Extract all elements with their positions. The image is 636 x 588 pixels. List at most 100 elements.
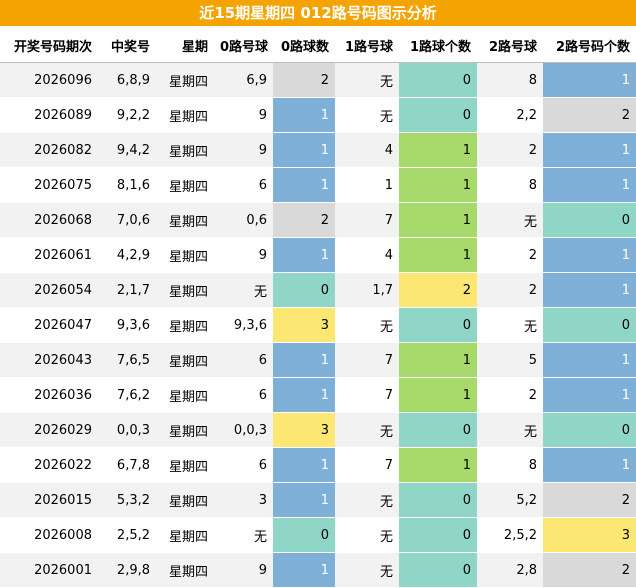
cell-numbers: 4,2,9 — [98, 237, 156, 273]
cell-road1: 无 — [335, 517, 399, 553]
cell-road0-count: 2 — [273, 202, 335, 238]
cell-road0: 6 — [214, 447, 273, 483]
cell-road0: 0,6 — [214, 202, 273, 238]
cell-road1: 无 — [335, 62, 399, 98]
cell-road1: 4 — [335, 237, 399, 273]
cell-road2-count: 1 — [543, 377, 636, 413]
cell-numbers: 6,8,9 — [98, 62, 156, 98]
cell-road0: 6 — [214, 342, 273, 378]
header-road0: 0路号球 — [214, 28, 273, 63]
cell-period: 2026029 — [0, 412, 98, 448]
header-period: 开奖号码期次 — [0, 28, 98, 63]
cell-road1-count: 1 — [399, 202, 477, 238]
cell-weekday: 星期四 — [156, 342, 214, 378]
cell-road0-count: 2 — [273, 62, 335, 98]
cell-road2: 无 — [477, 202, 543, 238]
cell-numbers: 7,6,2 — [98, 377, 156, 413]
cell-road2-count: 1 — [543, 132, 636, 168]
header-road2: 2路号球 — [477, 28, 543, 63]
cell-road2-count: 1 — [543, 342, 636, 378]
cell-road1-count: 1 — [399, 377, 477, 413]
cell-period: 2026015 — [0, 482, 98, 518]
cell-road2: 8 — [477, 447, 543, 483]
cell-road0: 9 — [214, 237, 273, 273]
cell-road1-count: 1 — [399, 237, 477, 273]
table-row: 2026068 7,0,6 星期四 0,6 2 7 1 无 0 — [0, 202, 636, 238]
cell-road1-count: 0 — [399, 482, 477, 518]
cell-road2-count: 0 — [543, 202, 636, 238]
header-row: 开奖号码期次 中奖号 星期 0路号球 0路球数 1路号球 1路球个数 2路号球 … — [0, 28, 636, 63]
table-row: 2026029 0,0,3 星期四 0,0,3 3 无 0 无 0 — [0, 412, 636, 448]
table-row: 2026089 9,2,2 星期四 9 1 无 0 2,2 2 — [0, 97, 636, 133]
cell-road1-count: 1 — [399, 132, 477, 168]
cell-road0-count: 3 — [273, 307, 335, 343]
cell-road1: 无 — [335, 552, 399, 588]
table-row: 2026075 8,1,6 星期四 6 1 1 1 8 1 — [0, 167, 636, 203]
cell-numbers: 5,3,2 — [98, 482, 156, 518]
table-row: 2026008 2,5,2 星期四无 0 无 0 2,5,2 3 — [0, 517, 636, 553]
cell-period: 2026008 — [0, 517, 98, 553]
cell-weekday: 星期四 — [156, 202, 214, 238]
cell-road2: 无 — [477, 412, 543, 448]
cell-road2-count: 2 — [543, 97, 636, 133]
cell-weekday: 星期四 — [156, 62, 214, 98]
cell-road1: 4 — [335, 132, 399, 168]
cell-road2: 2,8 — [477, 552, 543, 588]
cell-road2: 无 — [477, 307, 543, 343]
cell-road0-count: 1 — [273, 447, 335, 483]
cell-road2: 2,2 — [477, 97, 543, 133]
cell-road0: 9,3,6 — [214, 307, 273, 343]
cell-road1: 7 — [335, 377, 399, 413]
cell-road2-count: 1 — [543, 237, 636, 273]
cell-road2-count: 1 — [543, 272, 636, 308]
cell-weekday: 星期四 — [156, 132, 214, 168]
cell-road0: 6,9 — [214, 62, 273, 98]
cell-road0-count: 0 — [273, 272, 335, 308]
cell-road2-count: 0 — [543, 412, 636, 448]
table-row: 2026001 2,9,8 星期四 9 1 无 0 2,8 2 — [0, 552, 636, 588]
cell-period: 2026082 — [0, 132, 98, 168]
cell-road2-count: 2 — [543, 552, 636, 588]
cell-road0-count: 1 — [273, 552, 335, 588]
cell-numbers: 2,9,8 — [98, 552, 156, 588]
cell-road1: 7 — [335, 342, 399, 378]
cell-road2: 2 — [477, 132, 543, 168]
cell-road2: 2,5,2 — [477, 517, 543, 553]
cell-weekday: 星期四 — [156, 447, 214, 483]
cell-road0: 9 — [214, 552, 273, 588]
cell-road1: 无 — [335, 482, 399, 518]
cell-weekday: 星期四 — [156, 377, 214, 413]
cell-road1: 1 — [335, 167, 399, 203]
cell-numbers: 2,5,2 — [98, 517, 156, 553]
cell-numbers: 2,1,7 — [98, 272, 156, 308]
cell-numbers: 9,3,6 — [98, 307, 156, 343]
cell-period: 2026036 — [0, 377, 98, 413]
cell-road0-count: 1 — [273, 342, 335, 378]
sheet-title: 近15期星期四 012路号码图示分析 — [0, 0, 636, 26]
cell-road2-count: 0 — [543, 307, 636, 343]
cell-period: 2026054 — [0, 272, 98, 308]
header-road2-count: 2路号码个数 — [543, 28, 636, 63]
cell-period: 2026043 — [0, 342, 98, 378]
cell-road0-count: 1 — [273, 132, 335, 168]
cell-road0-count: 1 — [273, 482, 335, 518]
cell-road0: 无 — [214, 272, 273, 308]
cell-period: 2026061 — [0, 237, 98, 273]
table-row: 2026096 6,8,9 星期四 6,9 2 无 0 8 1 — [0, 62, 636, 98]
cell-road1-count: 1 — [399, 447, 477, 483]
cell-weekday: 星期四 — [156, 482, 214, 518]
cell-numbers: 7,0,6 — [98, 202, 156, 238]
table-row: 2026043 7,6,5 星期四 6 1 7 1 5 1 — [0, 342, 636, 378]
cell-road2: 8 — [477, 167, 543, 203]
cell-road0: 0,0,3 — [214, 412, 273, 448]
header-weekday: 星期 — [156, 28, 214, 63]
header-road0-count: 0路球数 — [273, 28, 335, 63]
cell-weekday: 星期四 — [156, 272, 214, 308]
table-row: 2026036 7,6,2 星期四 6 1 7 1 2 1 — [0, 377, 636, 413]
cell-numbers: 9,4,2 — [98, 132, 156, 168]
cell-period: 2026047 — [0, 307, 98, 343]
cell-road1: 7 — [335, 447, 399, 483]
cell-road2: 2 — [477, 272, 543, 308]
cell-road1: 无 — [335, 307, 399, 343]
cell-road0-count: 0 — [273, 517, 335, 553]
